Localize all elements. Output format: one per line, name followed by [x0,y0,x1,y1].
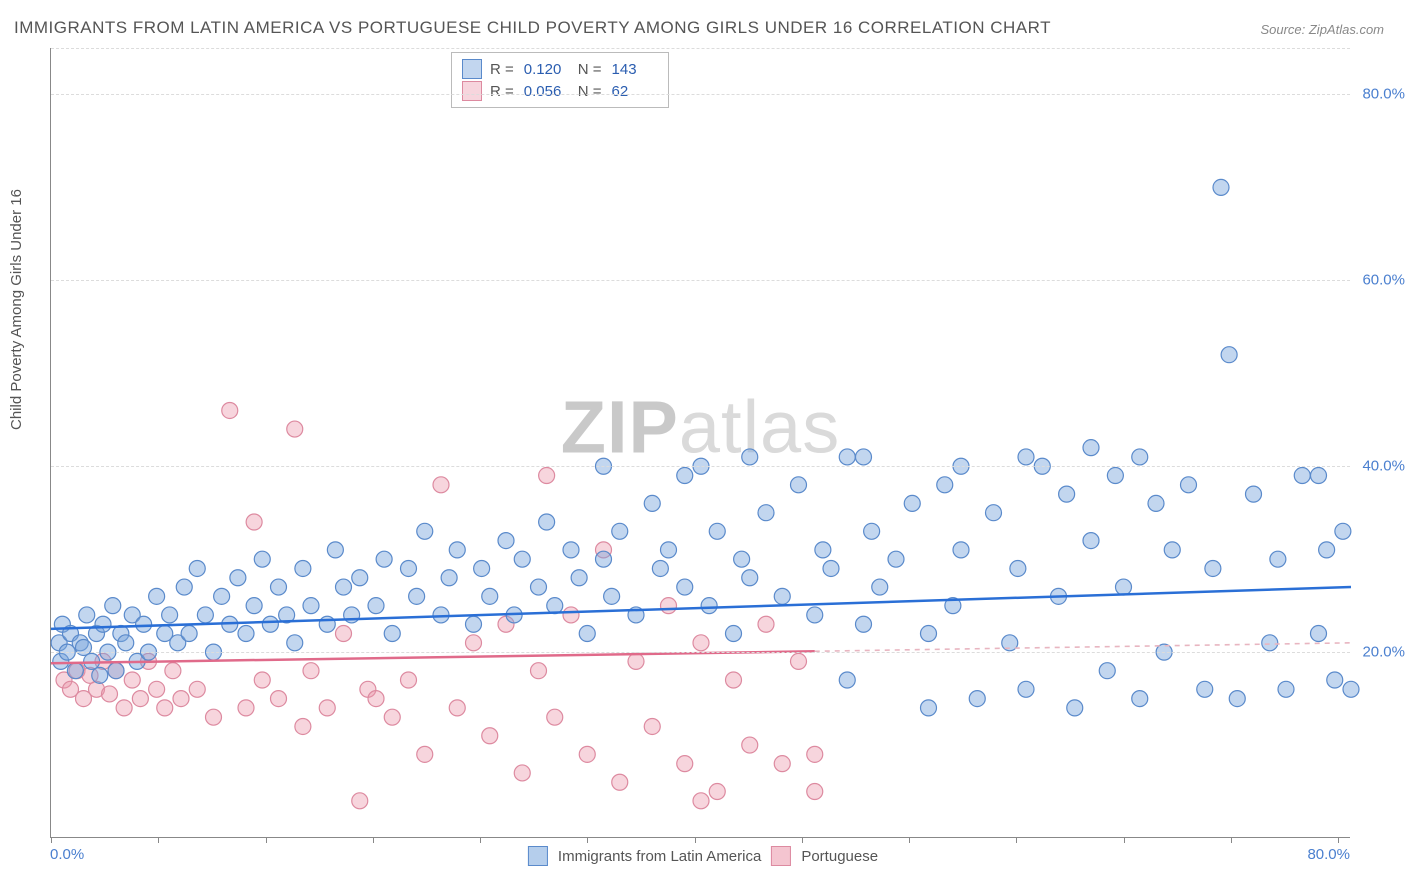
y-tick-label: 20.0% [1362,644,1405,661]
x-axis-max-label: 80.0% [1307,846,1350,863]
scatter-svg [51,48,1351,838]
legend-bottom: Immigrants from Latin America Portuguese [528,846,878,866]
y-tick-label: 40.0% [1362,458,1405,475]
y-tick-label: 60.0% [1362,272,1405,289]
y-axis-label: Child Poverty Among Girls Under 16 [8,189,25,430]
legend-bottom-swatch-0 [528,846,548,866]
chart-plot-area: ZIPatlas R = 0.120 N = 143 R = 0.056 N =… [50,48,1350,838]
chart-title: IMMIGRANTS FROM LATIN AMERICA VS PORTUGU… [14,18,1051,38]
legend-bottom-label-1: Portuguese [801,848,878,865]
x-axis-min-label: 0.0% [50,846,84,863]
source-attribution: Source: ZipAtlas.com [1260,22,1384,37]
legend-bottom-swatch-1 [771,846,791,866]
y-tick-label: 80.0% [1362,86,1405,103]
legend-bottom-label-0: Immigrants from Latin America [558,848,761,865]
